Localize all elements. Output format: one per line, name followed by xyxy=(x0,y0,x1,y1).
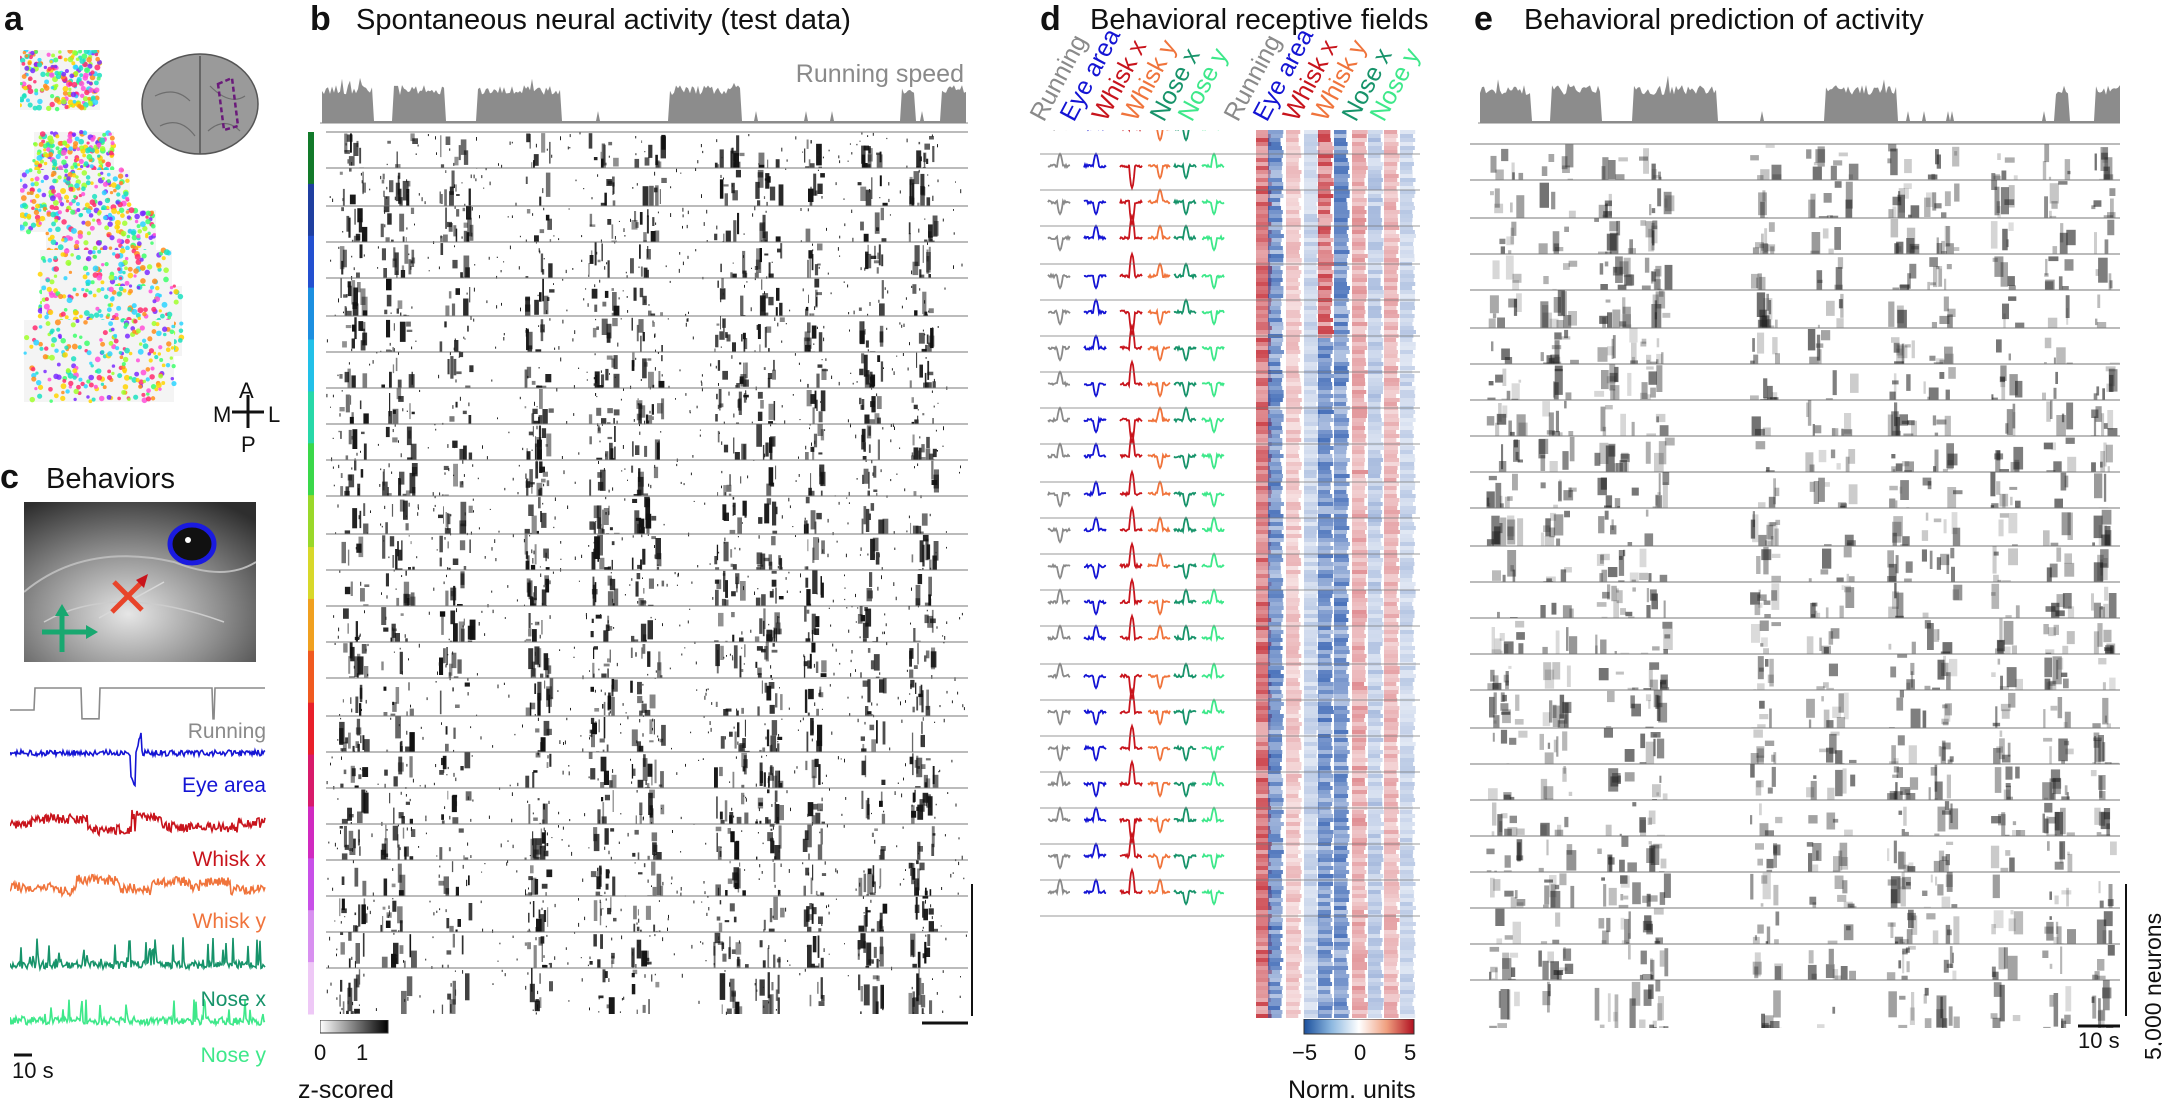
e-neuron-scale-label: 5,000 neurons xyxy=(2140,912,2162,1060)
rf-heatmap xyxy=(1040,130,1420,1018)
orientation-cross xyxy=(232,395,264,428)
rf-colorbar-label: Norm. units xyxy=(1288,1076,1416,1104)
rf-kernel-traces xyxy=(1047,130,1225,906)
imaging-fov-map xyxy=(20,50,264,428)
rf-tick-0: 0 xyxy=(1354,1040,1367,1065)
nose-arrows xyxy=(42,612,92,652)
rf-colorbar xyxy=(1303,1019,1415,1035)
behavior-traces xyxy=(10,687,266,1057)
prediction-bands xyxy=(1470,143,2120,1028)
trace-label-whisk-y: Whisk y xyxy=(192,910,267,933)
trace-label-running: Running xyxy=(187,720,266,743)
eye-roi xyxy=(167,522,217,566)
panel-a-label: a xyxy=(4,0,23,38)
orient-l: L xyxy=(268,402,281,427)
panel-d-title: Behavioral receptive fields xyxy=(1090,4,1429,36)
neural-activity-raster xyxy=(308,77,973,1025)
panel-c-title: Behaviors xyxy=(46,463,175,495)
orient-p: P xyxy=(241,432,256,457)
raster-bands xyxy=(326,131,968,1015)
rf-tick-neg: −5 xyxy=(1292,1040,1318,1065)
rf-tick-pos: 5 xyxy=(1404,1040,1417,1065)
receptive-field-panel xyxy=(1040,130,1420,1018)
zscore-tick-0: 0 xyxy=(314,1040,327,1065)
e-time-scale-label: 10 s xyxy=(2078,1028,2120,1053)
neuron-sort-colorbar xyxy=(308,132,314,1015)
panel-e-label: e xyxy=(1474,0,1493,38)
trace-label-nose-x: Nose x xyxy=(200,988,266,1011)
trace-label-eye-area: Eye area xyxy=(181,774,266,797)
e-running-speed-trace xyxy=(1480,76,2120,123)
predicted-activity-raster xyxy=(1470,76,2127,1028)
orient-m: M xyxy=(213,402,232,427)
mouse-face-image xyxy=(24,502,256,662)
zscore-tick-1: 1 xyxy=(356,1040,369,1065)
orient-a: A xyxy=(239,378,254,403)
running-speed-label: Running speed xyxy=(795,60,964,88)
panel-d-label: d xyxy=(1040,0,1061,38)
whisker-arrows xyxy=(110,578,146,614)
panel-b-title: Spontaneous neural activity (test data) xyxy=(356,4,851,36)
running-speed-trace xyxy=(322,77,966,123)
zscore-label: z-scored xyxy=(298,1076,394,1104)
brain-icon xyxy=(141,53,259,155)
trace-label-nose-y: Nose y xyxy=(200,1044,266,1067)
zscore-colorbar xyxy=(320,1020,389,1034)
panel-b-label: b xyxy=(310,0,331,38)
panel-e-title: Behavioral prediction of activity xyxy=(1524,4,1924,36)
c-scale-label: 10 s xyxy=(12,1058,54,1083)
trace-label-whisk-x: Whisk x xyxy=(192,848,267,871)
panel-c-label: c xyxy=(0,458,19,496)
